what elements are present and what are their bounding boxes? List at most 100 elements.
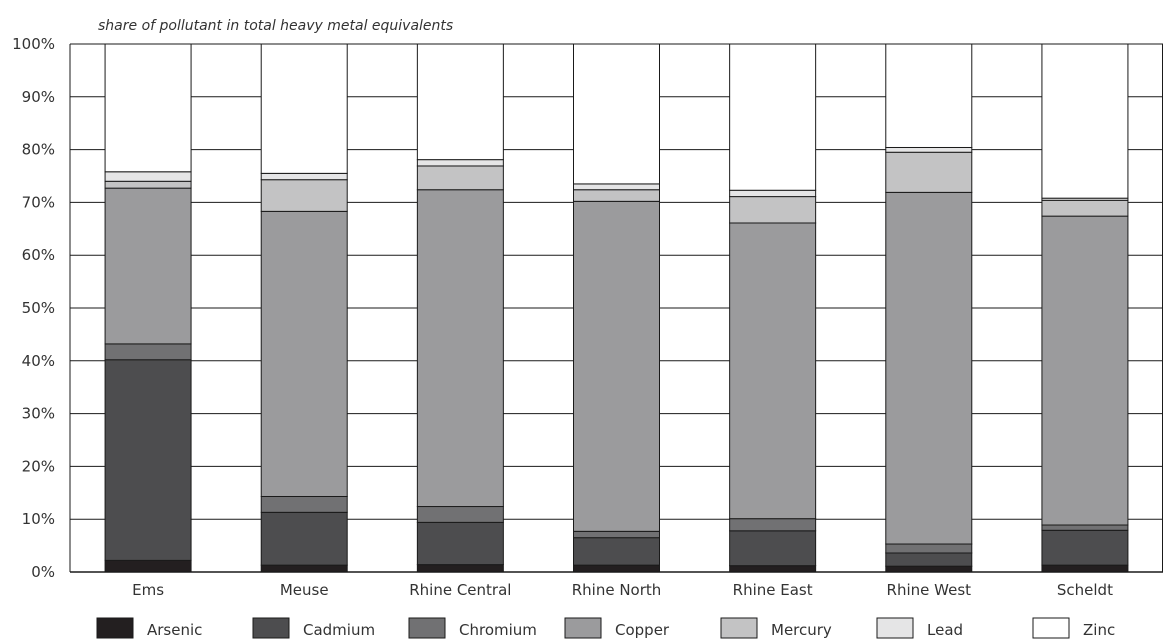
x-tick-label: Rhine East bbox=[733, 581, 813, 599]
x-tick-label: Meuse bbox=[280, 581, 329, 599]
legend-label: Mercury bbox=[771, 621, 832, 639]
y-tick-label: 80% bbox=[22, 141, 55, 159]
bar-segment bbox=[1041, 43, 1129, 199]
x-axis: Ems Meuse Rhine Central Rhine North Rhine Ea… bbox=[132, 581, 1113, 599]
bar-segment bbox=[729, 518, 817, 532]
x-tick-label: Rhine North bbox=[572, 581, 662, 599]
bar-segment bbox=[885, 543, 973, 554]
bar-segment bbox=[885, 151, 973, 193]
x-tick-label: Scheldt bbox=[1057, 581, 1113, 599]
legend-item: Copper bbox=[564, 617, 670, 639]
bar-segment bbox=[416, 165, 504, 191]
legend-item: Mercury bbox=[720, 617, 832, 639]
legend-swatch bbox=[876, 617, 914, 639]
x-tick-label: Ems bbox=[132, 581, 164, 599]
bar-segment bbox=[729, 196, 817, 224]
y-axis-title: share of pollutant in total heavy metal … bbox=[98, 18, 453, 34]
legend-item: Zinc bbox=[1032, 617, 1115, 639]
bars bbox=[104, 43, 1129, 573]
bar-segment bbox=[1041, 199, 1129, 217]
bar-stack bbox=[260, 43, 348, 573]
y-tick-label: 50% bbox=[22, 299, 55, 317]
bar-segment bbox=[729, 530, 817, 567]
bar-stack bbox=[885, 43, 973, 573]
bar-segment bbox=[416, 43, 504, 161]
bar-segment bbox=[260, 172, 348, 181]
bar-segment bbox=[729, 565, 817, 573]
bar-segment bbox=[104, 187, 192, 345]
bar-segment bbox=[573, 530, 660, 539]
bar-segment bbox=[260, 511, 348, 566]
y-tick-label: 40% bbox=[22, 352, 55, 370]
x-tick-label: Rhine West bbox=[887, 581, 972, 599]
bar-segment bbox=[104, 343, 192, 361]
legend-label: Cadmium bbox=[303, 621, 375, 639]
bar-segment bbox=[885, 552, 973, 567]
bar-segment bbox=[573, 200, 660, 532]
y-tick-label: 60% bbox=[22, 246, 55, 264]
legend-item: Lead bbox=[876, 617, 963, 639]
bar-segment bbox=[885, 146, 973, 153]
legend-label: Lead bbox=[927, 621, 963, 639]
bar-segment bbox=[416, 506, 504, 523]
bar-segment bbox=[573, 183, 660, 191]
legend-item: Chromium bbox=[408, 617, 537, 639]
bar-segment bbox=[416, 521, 504, 566]
legend-swatch bbox=[408, 617, 446, 639]
legend-label: Zinc bbox=[1083, 621, 1115, 639]
bar-segment bbox=[729, 222, 817, 520]
bar-stack bbox=[573, 43, 660, 573]
bar-segment bbox=[1041, 524, 1129, 531]
bar-segment bbox=[260, 179, 348, 212]
bar-segment bbox=[104, 43, 192, 173]
bar-stack bbox=[416, 43, 504, 573]
legend-swatch bbox=[252, 617, 290, 639]
legend-swatch bbox=[564, 617, 602, 639]
bar-segment bbox=[104, 171, 192, 182]
y-tick-label: 70% bbox=[22, 193, 55, 211]
legend-swatch bbox=[1032, 617, 1070, 639]
bar-segment bbox=[416, 159, 504, 167]
y-tick-label: 90% bbox=[22, 88, 55, 106]
legend-label: Arsenic bbox=[147, 621, 202, 639]
bar-segment bbox=[885, 43, 973, 148]
legend-swatch bbox=[96, 617, 134, 639]
y-tick-label: 10% bbox=[22, 510, 55, 528]
bar-segment bbox=[729, 189, 817, 198]
bar-segment bbox=[1041, 215, 1129, 526]
legend-item: Arsenic bbox=[96, 617, 202, 639]
legend-label: Copper bbox=[615, 621, 670, 639]
bar-segment bbox=[104, 359, 192, 561]
bar-segment bbox=[729, 43, 817, 191]
y-tick-label: 20% bbox=[22, 457, 55, 475]
y-tick-label: 100% bbox=[12, 35, 55, 53]
y-tick-label: 0% bbox=[31, 563, 55, 581]
bar-segment bbox=[260, 564, 348, 573]
legend-swatch bbox=[720, 617, 758, 639]
y-tick-label: 30% bbox=[22, 405, 55, 423]
legend: Arsenic Cadmium Chromium Copper Mercury Lead Z… bbox=[96, 617, 1115, 639]
bar-segment bbox=[1041, 564, 1129, 573]
bar-segment bbox=[260, 210, 348, 497]
bar-segment bbox=[885, 191, 973, 545]
bar-segment bbox=[885, 565, 973, 573]
bar-stack bbox=[1041, 43, 1129, 573]
bar-stack bbox=[729, 43, 817, 573]
bar-segment bbox=[1041, 529, 1129, 566]
bar-segment bbox=[573, 189, 660, 202]
bar-segment bbox=[573, 537, 660, 566]
bar-segment bbox=[573, 564, 660, 573]
y-axis: 0% 10% 20% 30% 40% 50% 60% 70% 80% 90% 100% bbox=[12, 35, 55, 581]
legend-item: Cadmium bbox=[252, 617, 375, 639]
bar-segment bbox=[104, 559, 192, 573]
bar-segment bbox=[416, 564, 504, 573]
x-tick-label: Rhine Central bbox=[409, 581, 511, 599]
bar-segment bbox=[260, 43, 348, 174]
bar-segment bbox=[416, 189, 504, 508]
bar-segment bbox=[104, 180, 192, 189]
bar-segment bbox=[260, 495, 348, 513]
bar-segment bbox=[573, 43, 660, 185]
bar-stack bbox=[104, 43, 192, 573]
